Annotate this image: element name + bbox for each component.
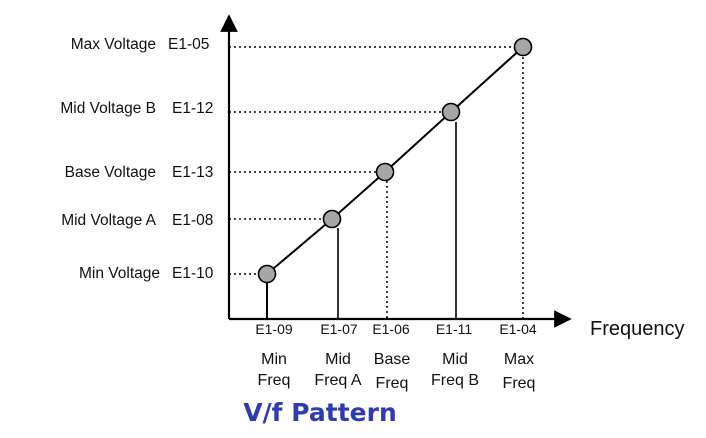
point-mid-b xyxy=(441,102,461,122)
voltage-param-base: E1-13 xyxy=(172,164,213,181)
x-axis-label: Frequency xyxy=(590,318,685,340)
freq-param-mid-b: E1-11 xyxy=(436,321,473,337)
voltage-label-mid-a: Mid Voltage A xyxy=(61,212,156,229)
freq-name-min-2: Freq xyxy=(258,372,291,389)
voltage-param-min: E1-10 xyxy=(172,265,214,282)
point-base xyxy=(375,162,395,182)
freq-param-max: E1-04 xyxy=(499,321,537,337)
freq-name-mid-b-1: Mid xyxy=(442,351,468,368)
freq-name-mid-b-2: Freq B xyxy=(431,372,479,389)
voltage-param-max: E1-05 xyxy=(168,36,209,53)
freq-param-base: E1-06 xyxy=(372,321,410,337)
vertical-guides xyxy=(266,57,524,319)
frequency-params: E1-09 E1-07 E1-06 E1-11 E1-04 xyxy=(255,321,537,337)
freq-name-max-1: Max xyxy=(504,351,534,368)
horizontal-guides xyxy=(229,46,513,275)
voltage-param-mid-a: E1-08 xyxy=(172,212,213,229)
point-max xyxy=(513,37,533,57)
freq-name-base-1: Base xyxy=(374,351,411,368)
voltage-label-base: Base Voltage xyxy=(65,164,156,181)
voltage-label-mid-b: Mid Voltage B xyxy=(60,100,156,117)
point-mid-a xyxy=(322,209,342,229)
frequency-names: Min Freq Mid Freq A Base Freq Mid Freq B… xyxy=(258,351,536,392)
voltage-param-mid-b: E1-12 xyxy=(172,100,213,117)
freq-name-max-2: Freq xyxy=(503,375,536,392)
point-min xyxy=(257,264,277,284)
freq-name-base-2: Freq xyxy=(376,375,409,392)
voltage-label-min: Min Voltage xyxy=(79,265,160,282)
vf-points xyxy=(257,37,533,284)
freq-name-min-1: Min xyxy=(261,351,287,368)
freq-name-mid-a-1: Mid xyxy=(325,351,351,368)
vf-curve xyxy=(266,46,524,275)
freq-name-mid-a-2: Freq A xyxy=(314,372,361,389)
voltage-labels: Max Voltage E1-05 Mid Voltage B E1-12 Ba… xyxy=(60,36,213,282)
freq-param-min: E1-09 xyxy=(255,321,293,337)
freq-param-mid-a: E1-07 xyxy=(320,321,358,337)
voltage-label-max: Max Voltage xyxy=(71,36,156,53)
diagram-caption: V/f Pattern xyxy=(243,398,397,427)
